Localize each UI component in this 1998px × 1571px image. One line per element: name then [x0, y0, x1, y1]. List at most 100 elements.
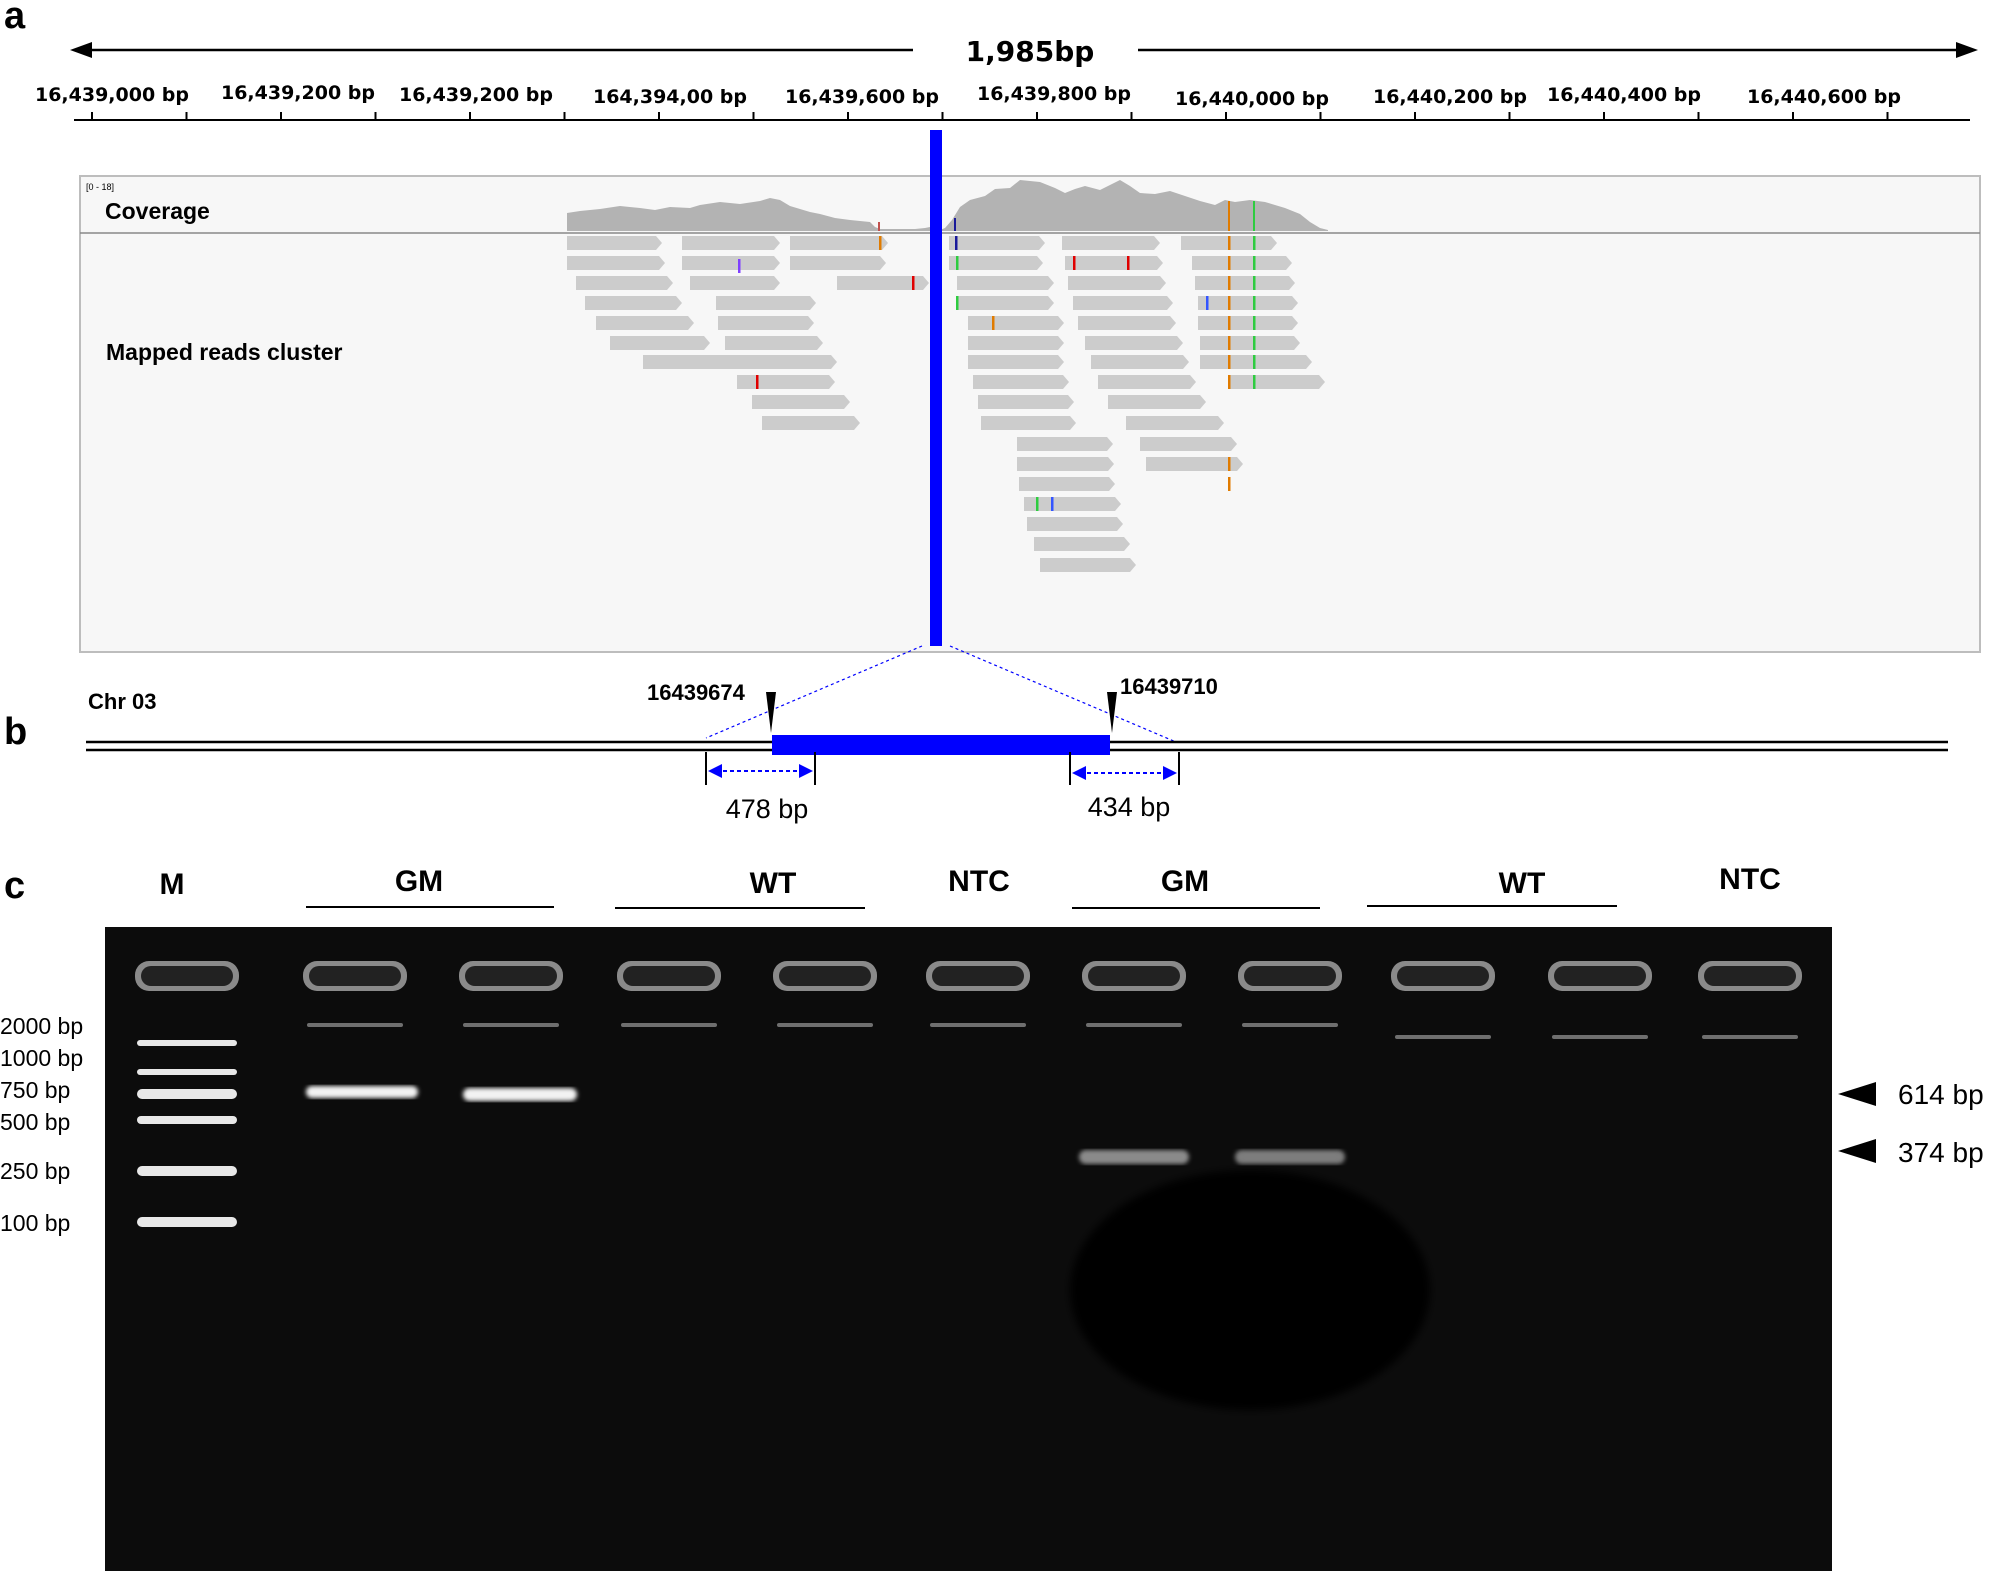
- ruler-tick-label: 16,439,600 bp: [785, 86, 939, 108]
- gel-band-faint: [1086, 1023, 1182, 1027]
- gel-band-faint: [1395, 1035, 1491, 1039]
- left-breakpoint-marker: [766, 692, 776, 733]
- read: [1140, 437, 1237, 451]
- gel-well-inner: [623, 966, 715, 986]
- reads-track-label: Mapped reads cluster: [106, 339, 343, 365]
- ladder-band: [137, 1217, 237, 1227]
- read: [567, 256, 665, 270]
- gel-band-faint: [1552, 1035, 1648, 1039]
- right-amplicon-bracket: [1069, 752, 1180, 785]
- read: [957, 296, 1054, 310]
- lane-header-gm-2: GM: [1161, 865, 1209, 898]
- ruler-tick-label: 16,440,400 bp: [1547, 84, 1701, 106]
- read: [1198, 296, 1298, 310]
- gel-band-faint: [463, 1023, 559, 1027]
- read-variant-mark: [1228, 296, 1231, 310]
- read-variant-mark: [956, 296, 959, 310]
- right-breakpoint-marker: [1107, 692, 1117, 733]
- read: [1192, 256, 1292, 270]
- ladder-band: [137, 1166, 237, 1176]
- gel-well-inner: [1554, 966, 1646, 986]
- read: [1200, 355, 1312, 369]
- ladder-label-750: 750 bp: [0, 1077, 70, 1103]
- read-variant-mark: [992, 316, 995, 330]
- ladder-label-500: 500 bp: [0, 1109, 70, 1135]
- read-variant-mark: [1253, 276, 1256, 290]
- ruler-tick-label: 16,439,200 bp: [399, 84, 553, 106]
- lane-header-m: M: [160, 868, 185, 901]
- zoom-line-right: [949, 645, 1177, 743]
- read-variant-mark: [1206, 296, 1209, 310]
- read: [737, 355, 837, 369]
- ladder-band: [137, 1069, 237, 1075]
- gel-well-inner: [141, 966, 233, 986]
- read: [978, 395, 1074, 409]
- ruler-tick-label: 16,439,800 bp: [977, 83, 1131, 105]
- read-variant-mark: [1253, 236, 1256, 250]
- gel-well-inner: [1244, 966, 1336, 986]
- coverage-profile: [567, 180, 1328, 231]
- read-variant-mark: [1228, 316, 1231, 330]
- read: [973, 375, 1069, 389]
- coordinate-ruler: 16,439,000 bp 16,439,200 bp 16,439,200 bp 1…: [35, 82, 1970, 121]
- read: [790, 256, 886, 270]
- gel-band-374: [1079, 1150, 1189, 1164]
- gel-well-inner: [1088, 966, 1180, 986]
- ruler-tick-label: 16,440,200 bp: [1373, 86, 1527, 108]
- read: [968, 355, 1064, 369]
- read: [567, 236, 662, 250]
- coverage-range-label: [0 - 18]: [86, 182, 114, 192]
- read-variant-mark: [1253, 256, 1256, 270]
- ruler-tick-label: 16,439,000 bp: [35, 84, 189, 106]
- read: [968, 316, 1064, 330]
- read-variant-mark: [1073, 256, 1076, 270]
- ladder-band: [137, 1040, 237, 1046]
- left-amplicon-label: 478 bp: [726, 794, 809, 824]
- insertion-segment: [772, 735, 1110, 755]
- read-variant-mark: [1228, 236, 1231, 250]
- ladder-label-100: 100 bp: [0, 1210, 70, 1236]
- read: [643, 355, 743, 369]
- read-variant-mark: [756, 375, 759, 389]
- insertion-bar: [930, 130, 942, 646]
- read: [968, 336, 1064, 350]
- ladder-band: [137, 1089, 237, 1099]
- read: [690, 276, 780, 290]
- read: [1091, 355, 1189, 369]
- read: [610, 336, 710, 350]
- ruler-tick-label: 16,440,600 bp: [1747, 86, 1901, 108]
- read: [957, 276, 1054, 290]
- read: [752, 395, 850, 409]
- read-variant-mark: [879, 236, 882, 250]
- read: [949, 256, 1043, 270]
- gel-band-614: [463, 1088, 577, 1101]
- read: [1195, 276, 1295, 290]
- igv-track-panel: [79, 175, 1981, 653]
- read: [1017, 457, 1114, 471]
- read: [837, 276, 929, 290]
- panel-b-letter: b: [4, 711, 27, 753]
- gel-band-faint: [1242, 1023, 1338, 1027]
- chromosome-label: Chr 03: [88, 689, 156, 714]
- span-arrow: [70, 42, 1978, 58]
- read: [1065, 256, 1163, 270]
- read-variant-mark: [1228, 256, 1231, 270]
- read: [1228, 375, 1325, 389]
- read: [1200, 336, 1300, 350]
- gel-band-374: [1235, 1150, 1345, 1164]
- read: [576, 276, 673, 290]
- right-amplicon-label: 434 bp: [1088, 792, 1171, 822]
- ruler-tick-label: 16,439,200 bp: [221, 82, 375, 104]
- read: [1040, 558, 1136, 572]
- read: [949, 236, 1045, 250]
- band-arrow-374: [1838, 1139, 1876, 1163]
- read: [718, 316, 814, 330]
- read-variant-mark: [1051, 497, 1054, 511]
- right-breakpoint-label: 16439710: [1120, 674, 1218, 699]
- read-variant-mark: [1228, 336, 1231, 350]
- coverage-track-label: Coverage: [105, 198, 210, 224]
- read: [682, 256, 780, 270]
- read: [762, 416, 860, 430]
- gel-band-faint: [307, 1023, 403, 1027]
- read: [725, 336, 823, 350]
